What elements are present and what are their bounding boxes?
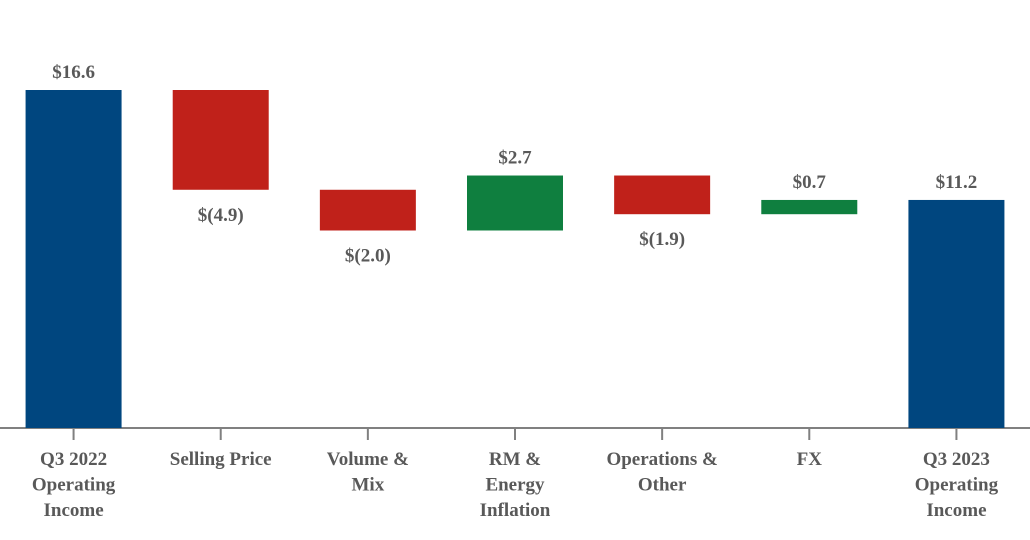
- x-tick-label: Energy: [485, 475, 545, 496]
- bar: [172, 90, 269, 190]
- bar: [908, 199, 1005, 428]
- bar: [25, 90, 122, 428]
- value-label: $16.6: [52, 62, 95, 83]
- x-tick-label: Income: [926, 500, 986, 521]
- x-tick-label: FX: [797, 449, 823, 470]
- bar: [761, 199, 858, 215]
- bar: [614, 175, 711, 215]
- bar: [467, 175, 563, 231]
- x-tick-label: Income: [43, 500, 103, 521]
- x-tick-label: Q3 2022: [40, 449, 107, 470]
- x-tick-label: Q3 2023: [923, 449, 990, 470]
- value-label: $2.7: [498, 148, 532, 169]
- x-tick-label: Operating: [915, 475, 999, 496]
- value-label: $0.7: [793, 172, 827, 193]
- value-label: $(1.9): [639, 229, 685, 250]
- value-label: $(4.9): [198, 205, 244, 226]
- x-tick-label: Operating: [32, 475, 116, 496]
- value-label: $11.2: [936, 172, 978, 193]
- value-label: $(2.0): [345, 245, 391, 266]
- x-tick-label: Operations &: [606, 449, 717, 470]
- x-tick-label: Inflation: [480, 500, 551, 521]
- x-tick-label: RM &: [489, 449, 541, 470]
- x-tick-label: Selling Price: [170, 449, 272, 470]
- bar: [319, 189, 416, 231]
- x-tick-label: Mix: [351, 475, 384, 496]
- x-tick-label: Other: [638, 475, 687, 496]
- x-tick-label: Volume &: [327, 449, 409, 470]
